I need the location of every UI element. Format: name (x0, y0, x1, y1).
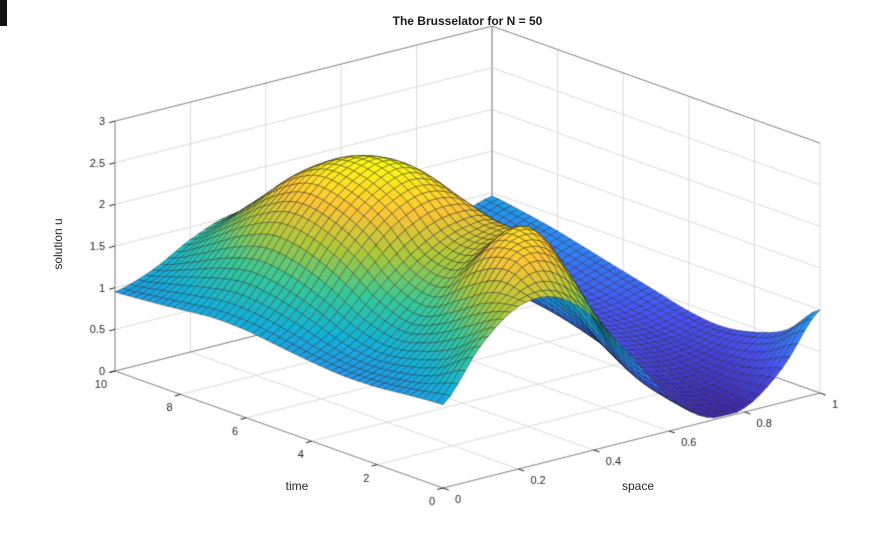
time-axis-label: time (285, 479, 309, 493)
plot-title: The Brusselator for N = 50 (392, 14, 543, 28)
solution-axis-label: solution u (51, 218, 65, 270)
space-axis-label: space (621, 479, 655, 493)
